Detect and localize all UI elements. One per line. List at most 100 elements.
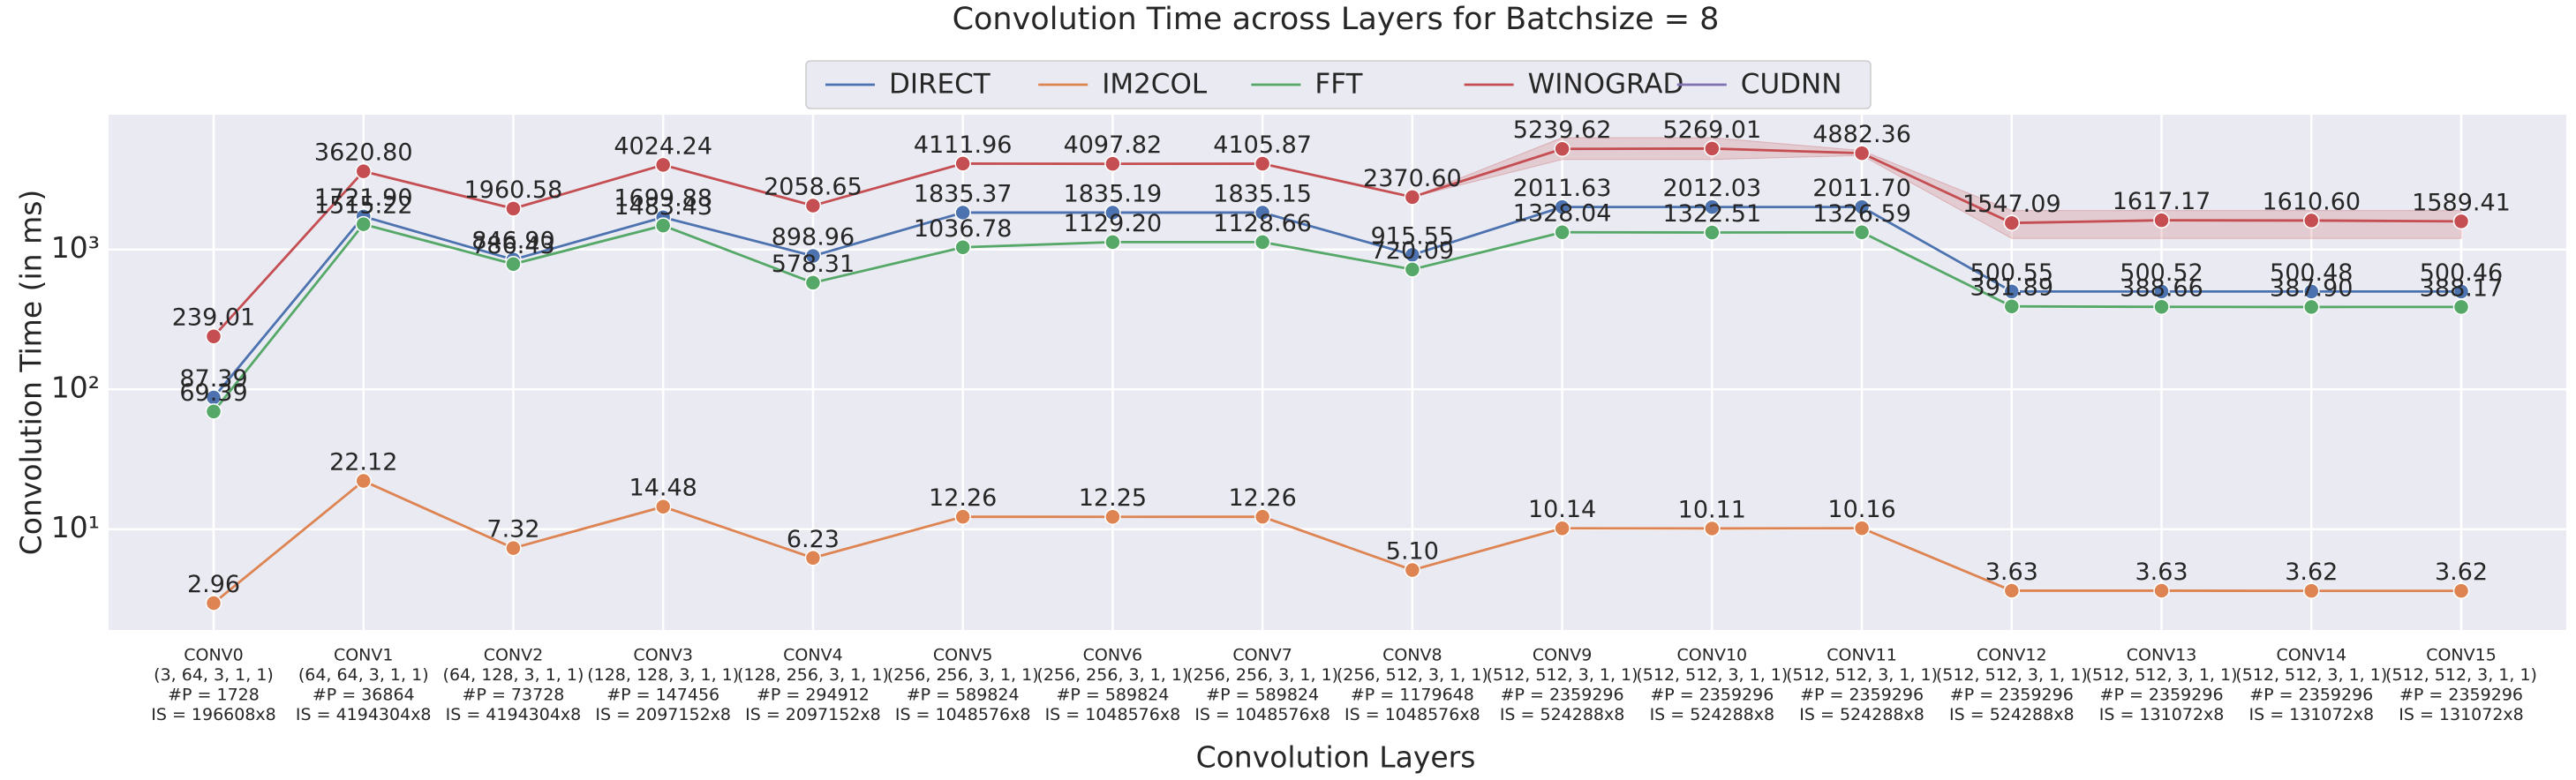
data-label: 4097.82: [1064, 131, 1163, 159]
x-tick-label: IS = 1048576x8: [1344, 705, 1480, 724]
x-tick-label: CONV5: [933, 646, 993, 665]
data-point: [1853, 145, 1871, 161]
x-tick-label: IS = 524288x8: [1799, 705, 1924, 724]
data-point: [1104, 204, 1121, 221]
data-point: [2003, 582, 2021, 599]
data-label: 898.96: [772, 224, 855, 251]
data-label: 3620.80: [314, 139, 413, 167]
y-tick-label: 10²: [51, 371, 100, 405]
data-point: [1104, 234, 1121, 251]
data-point: [2303, 298, 2320, 316]
data-point: [1404, 261, 1421, 278]
data-label: 69.39: [179, 379, 247, 407]
data-label: 3.63: [1985, 559, 2038, 586]
data-label: 388.66: [2120, 274, 2203, 302]
x-tick-label: #P = 147456: [606, 686, 719, 705]
legend-label: DIRECT: [889, 69, 991, 101]
data-label: 239.01: [172, 304, 255, 332]
data-label: 10.14: [1528, 496, 1596, 523]
data-label: 3.62: [2435, 559, 2488, 586]
data-point: [2452, 582, 2470, 599]
x-tick-label: (64, 64, 3, 1, 1): [298, 665, 429, 685]
x-tick-label: #P = 2359296: [2399, 686, 2523, 705]
data-label: 1036.78: [914, 215, 1013, 243]
data-point: [954, 204, 971, 221]
x-tick-label: IS = 1048576x8: [1194, 705, 1330, 724]
x-tick-label: IS = 131072x8: [2249, 705, 2375, 724]
data-point: [2303, 582, 2320, 599]
legend-label: CUDNN: [1741, 69, 1842, 101]
x-tick-label: CONV9: [1533, 646, 1593, 665]
data-label: 1835.19: [1064, 180, 1163, 207]
x-tick-label: (256, 256, 3, 1, 1): [887, 665, 1039, 685]
data-point: [1704, 199, 1721, 215]
data-point: [1853, 199, 1871, 215]
data-point: [1254, 155, 1271, 172]
x-tick-label: #P = 294912: [757, 686, 870, 705]
data-label: 7.32: [486, 516, 539, 544]
x-tick-label: (512, 512, 3, 1, 1): [1487, 665, 1638, 685]
data-label: 1721.90: [314, 184, 413, 212]
legend-label: IM2COL: [1102, 69, 1208, 101]
x-tick-label: #P = 589824: [1206, 686, 1319, 705]
data-point: [804, 197, 822, 214]
data-point: [1254, 204, 1271, 221]
data-point: [505, 256, 522, 273]
data-point: [2153, 212, 2170, 229]
data-label: 6.23: [787, 526, 840, 553]
data-point: [1554, 199, 1570, 215]
x-tick-label: (512, 512, 3, 1, 1): [2235, 665, 2387, 685]
data-point: [2303, 212, 2320, 229]
legend-label: FFT: [1314, 69, 1363, 101]
data-label: 1835.37: [914, 180, 1013, 207]
x-tick-label: IS = 524288x8: [1650, 705, 1775, 724]
data-point: [1554, 140, 1570, 157]
series-line: [212, 146, 2462, 338]
y-tick-label: 10³: [51, 230, 100, 265]
y-tick-label: 10¹: [51, 510, 100, 544]
data-label: 10.16: [1827, 496, 1895, 523]
data-point: [205, 403, 222, 420]
data-point: [205, 595, 222, 611]
data-point: [355, 472, 372, 490]
data-label: 786.43: [471, 232, 554, 259]
data-point: [2153, 582, 2170, 599]
x-tick-label: (512, 512, 3, 1, 1): [1936, 665, 2088, 685]
x-tick-label: CONV1: [334, 646, 394, 665]
x-tick-label: IS = 1048576x8: [1045, 705, 1181, 724]
data-point: [1704, 140, 1721, 157]
x-tick-label: #P = 2359296: [1501, 686, 1624, 705]
data-label: 3.62: [2285, 559, 2338, 586]
x-tick-label: (256, 512, 3, 1, 1): [1337, 665, 1488, 685]
x-tick-label: #P = 1728: [168, 686, 260, 705]
legend: DIRECT IM2COL FFT WINOGRAD CUDNN: [805, 60, 1872, 109]
data-point: [2452, 298, 2470, 316]
x-tick-label: CONV11: [1827, 646, 1897, 665]
data-label: 1483.43: [614, 193, 712, 221]
x-tick-label: #P = 2359296: [2100, 686, 2224, 705]
legend-box: [805, 60, 1872, 109]
data-point: [1704, 520, 1721, 537]
data-point: [804, 550, 822, 566]
data-label: 2.96: [187, 571, 240, 598]
data-point: [2003, 297, 2021, 315]
x-tick-label: (512, 512, 3, 1, 1): [2385, 665, 2537, 685]
data-point: [954, 508, 971, 525]
x-axis-label: Convolution Layers: [1196, 740, 1476, 775]
data-label: 2370.60: [1363, 165, 1462, 192]
x-tick-label: IS = 131072x8: [2399, 705, 2524, 724]
data-label: 846.90: [471, 228, 554, 255]
x-tick-label: (512, 512, 3, 1, 1): [2086, 665, 2238, 685]
x-tick-label: CONV7: [1232, 646, 1292, 665]
data-label: 1547.09: [1962, 191, 2061, 218]
data-label: 578.31: [772, 251, 855, 278]
data-label: 720.09: [1371, 237, 1454, 265]
x-tick-label: (3, 64, 3, 1, 1): [154, 665, 274, 685]
data-label: 4882.36: [1812, 121, 1911, 148]
x-tick-label: IS = 524288x8: [1949, 705, 2075, 724]
data-label: 5269.01: [1663, 116, 1762, 144]
data-label: 2011.70: [1812, 175, 1911, 202]
x-tick-label: #P = 589824: [1056, 686, 1169, 705]
